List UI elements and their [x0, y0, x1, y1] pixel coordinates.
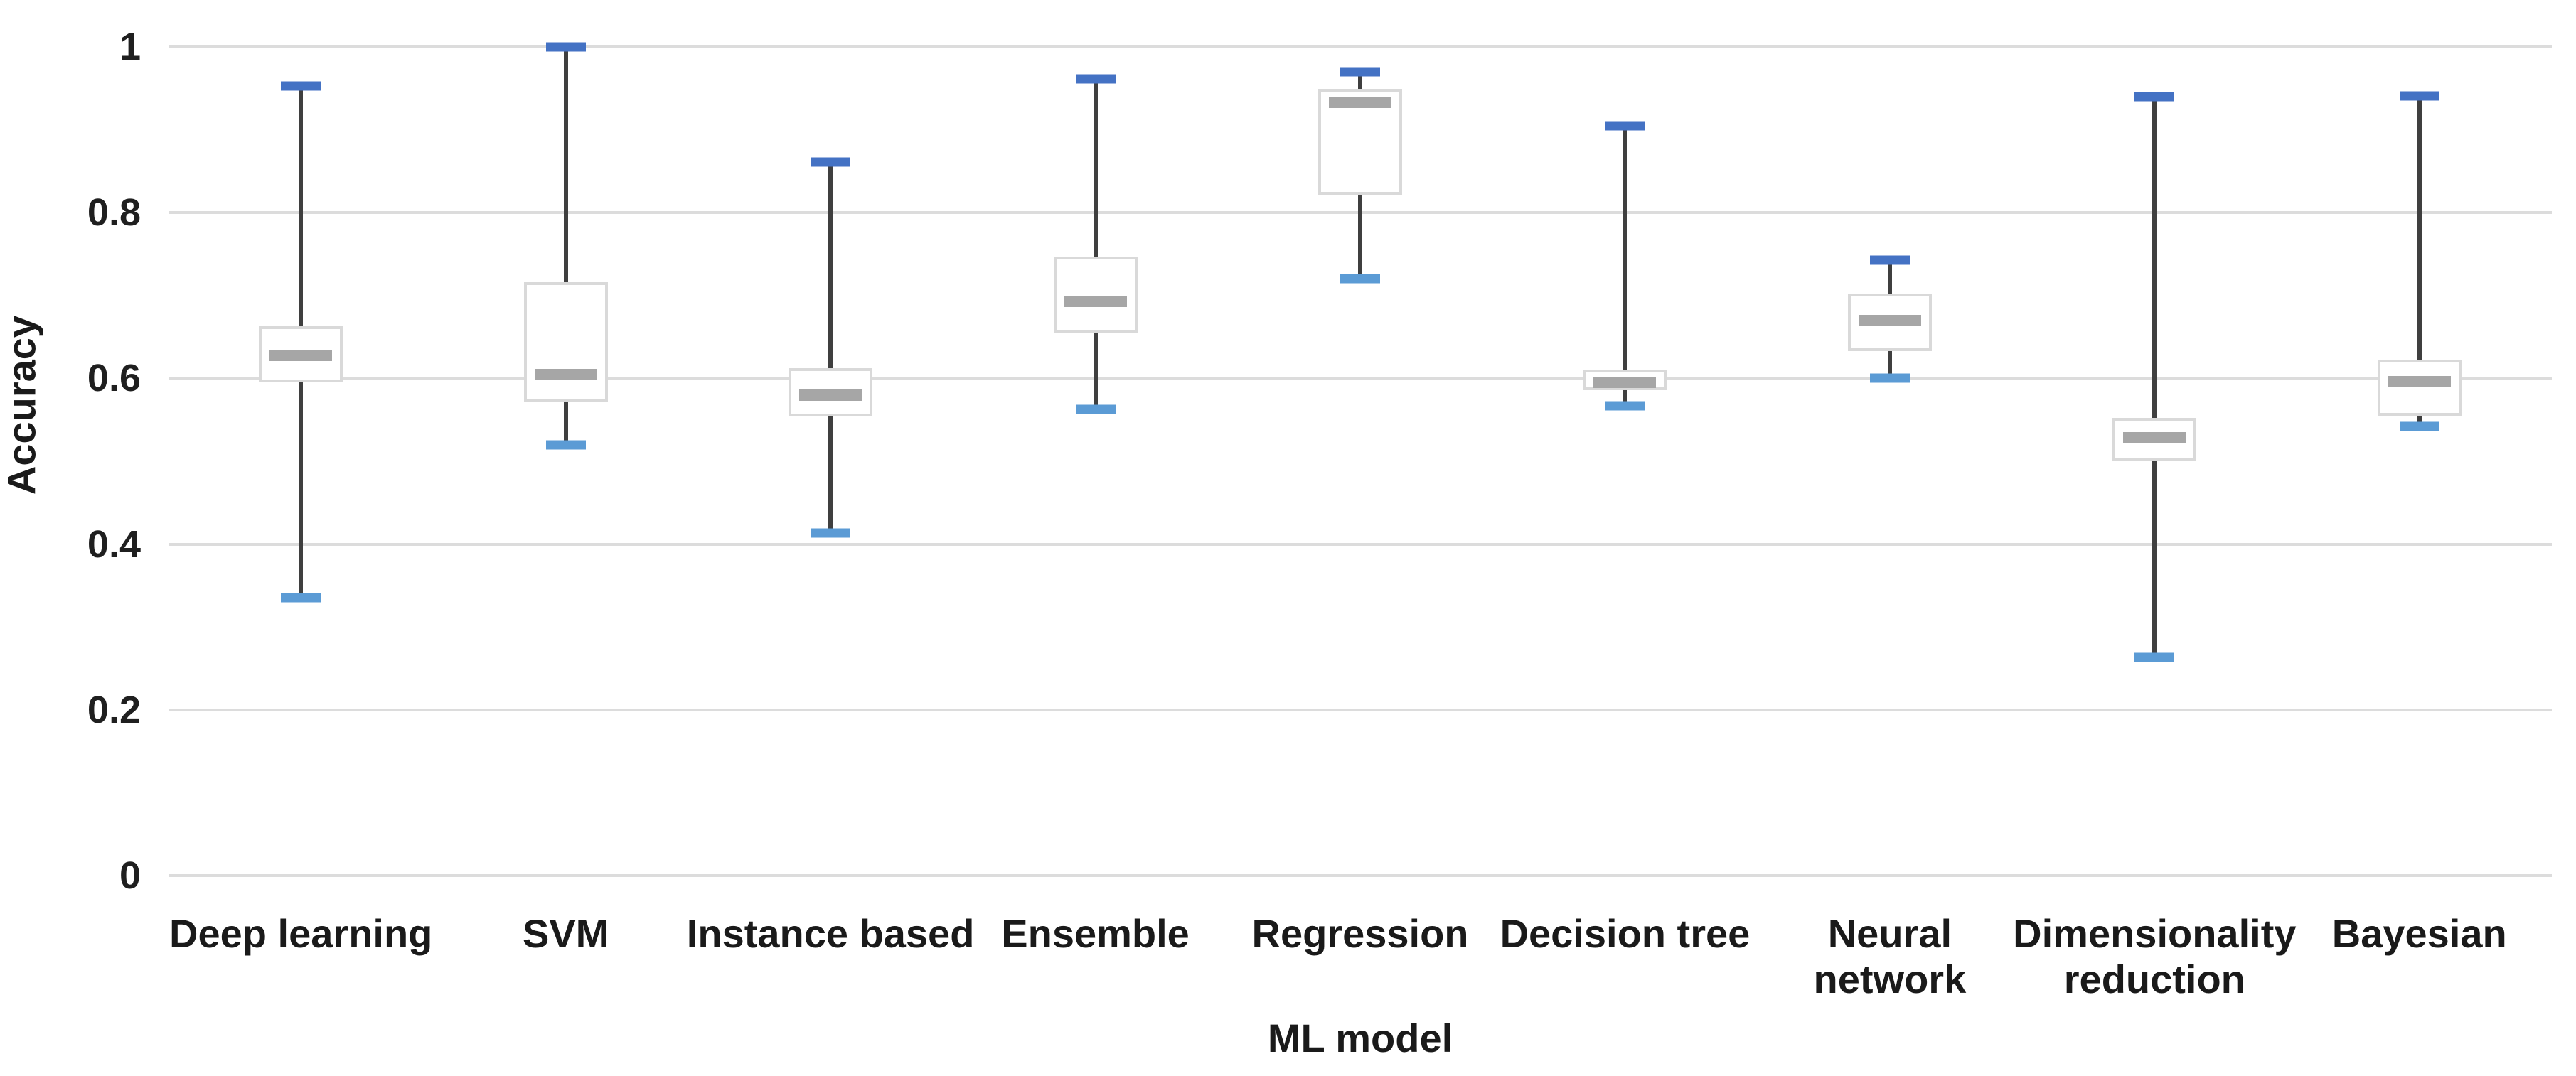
x-category-label: Neural network — [1813, 911, 1967, 1001]
whisker-line — [563, 47, 568, 445]
iqr-box — [1053, 256, 1138, 333]
gridline-y-0 — [169, 874, 2552, 877]
gridline-y-0.4 — [169, 542, 2552, 546]
whisker-cap-min — [1340, 274, 1380, 284]
whisker-cap-min — [1075, 404, 1116, 414]
whisker-cap-min — [2399, 421, 2439, 431]
x-category-label: SVM — [522, 911, 609, 956]
median-line — [269, 349, 333, 361]
y-tick-label: 0.2 — [87, 688, 141, 731]
iqr-box — [523, 282, 608, 402]
whisker-cap-min — [545, 440, 586, 450]
whisker-line — [828, 162, 833, 534]
gridline-y-0.6 — [169, 377, 2552, 380]
median-line — [799, 389, 862, 401]
whisker-line — [2417, 95, 2422, 426]
whisker-cap-max — [811, 157, 851, 167]
y-tick-label: 0.4 — [87, 522, 141, 566]
median-line — [1593, 377, 1657, 389]
whisker-cap-max — [1869, 255, 1910, 265]
whisker-cap-max — [2399, 91, 2439, 101]
y-tick-label: 0.8 — [87, 191, 141, 235]
x-category-label: Ensemble — [1001, 911, 1190, 956]
whisker-cap-max — [1075, 74, 1116, 84]
y-axis-title: Accuracy — [0, 315, 44, 495]
y-tick-label: 0 — [119, 854, 141, 897]
whisker-cap-max — [281, 81, 321, 91]
median-line — [2123, 432, 2186, 444]
y-tick-label: 1 — [119, 26, 141, 68]
gridline-y-0.2 — [169, 708, 2552, 711]
median-line — [534, 368, 597, 380]
y-tick-label: 0.6 — [87, 357, 141, 400]
x-category-label: Instance based — [686, 911, 975, 956]
whisker-cap-min — [1869, 373, 1910, 383]
median-line — [2388, 376, 2451, 388]
whisker-cap-min — [281, 593, 321, 603]
x-category-label: Regression — [1251, 911, 1469, 956]
x-category-label: Decision tree — [1500, 911, 1751, 956]
x-category-label: Deep learning — [169, 911, 433, 956]
whisker-line — [1623, 125, 1628, 406]
median-line — [1858, 314, 1921, 326]
median-line — [1064, 295, 1127, 307]
median-line — [1329, 97, 1391, 109]
whisker-cap-min — [811, 528, 851, 538]
whisker-cap-max — [1340, 67, 1380, 77]
whisker-cap-max — [1605, 121, 1645, 131]
whisker-cap-max — [2134, 92, 2175, 102]
whisker-cap-min — [1605, 401, 1645, 411]
whisker-line — [2152, 96, 2157, 658]
x-category-label: Bayesian — [2331, 911, 2507, 956]
whisker-line — [1093, 79, 1098, 409]
whisker-cap-max — [545, 42, 586, 52]
x-category-label: Dimensionality reduction — [2013, 911, 2297, 1001]
iqr-box — [2377, 359, 2462, 416]
gridline-y-1 — [169, 45, 2552, 48]
x-axis-title: ML model — [1267, 1016, 1453, 1060]
whisker-cap-min — [2134, 652, 2175, 662]
